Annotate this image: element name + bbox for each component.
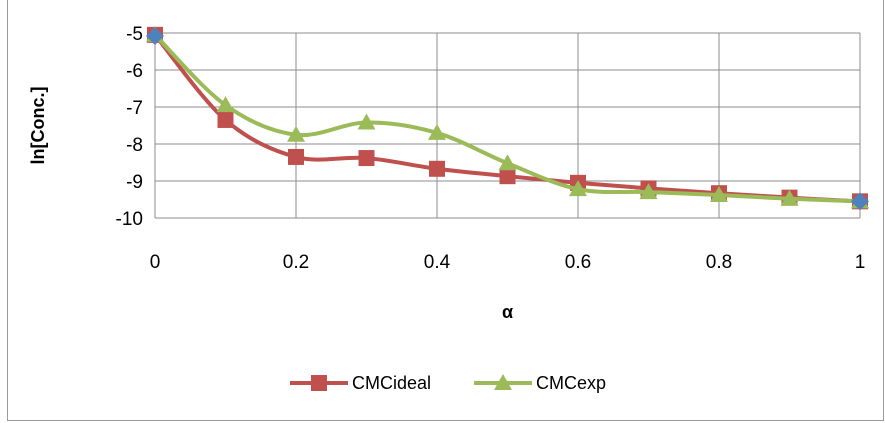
x-tick-label-2: 0.4	[424, 252, 451, 273]
endpoint-marker-1	[851, 192, 869, 211]
grid	[154, 32, 861, 219]
data-point-CMCexp-5	[498, 154, 517, 171]
data-point-CMCideal-1	[217, 111, 234, 128]
x-tick-label-1: 0.2	[283, 252, 309, 273]
legend-marker-CMCideal	[311, 375, 327, 391]
legend-item-CMCexp: CMCexp	[474, 373, 606, 393]
data-point-CMCexp-7	[639, 183, 658, 200]
x-tick-label-5: 1	[855, 252, 866, 273]
data-point-CMCexp-9	[780, 189, 799, 206]
legend: CMCideal CMCexp	[290, 373, 606, 393]
data-point-CMCideal-3	[358, 150, 375, 167]
data-point-CMCideal-2	[288, 148, 304, 165]
data-point-CMCexp-3	[357, 113, 376, 130]
y-tick-label-2: -7	[126, 98, 143, 119]
data-point-CMCexp-2	[287, 125, 305, 142]
y-tick-label-5: -10	[116, 209, 143, 230]
endpoint-markers	[146, 26, 869, 211]
series	[146, 25, 869, 211]
data-point-CMCexp-4	[428, 123, 446, 140]
series-CMCideal	[147, 26, 868, 210]
x-tick-label-0: 0	[150, 252, 161, 273]
y-tick-label-0: -5	[126, 24, 143, 45]
data-point-CMCideal-4	[429, 160, 445, 177]
tick-labels: 0 0.2 0.4 0.6 0.8 1 -5 -6 -7 -8 -9 -10	[116, 24, 866, 273]
endpoint-marker-0	[146, 26, 164, 45]
legend-label-CMCexp: CMCexp	[536, 373, 606, 393]
y-tick-label-1: -6	[126, 61, 143, 82]
legend-marker-CMCexp	[494, 374, 512, 390]
data-point-CMCexp-8	[710, 186, 728, 203]
x-tick-label-3: 0.6	[565, 252, 591, 273]
x-tick-label-4: 0.8	[706, 252, 732, 273]
legend-item-CMCideal: CMCideal	[290, 373, 431, 393]
data-point-CMCideal-5	[499, 168, 516, 185]
legend-label-CMCideal: CMCideal	[352, 373, 431, 393]
y-tick-label-4: -9	[126, 172, 143, 193]
y-tick-label-3: -8	[126, 135, 143, 156]
x-axis-title: α	[502, 302, 513, 322]
data-point-CMCexp-1	[216, 96, 235, 113]
y-axis-title: ln[Conc.]	[28, 87, 48, 165]
data-point-CMCexp-6	[569, 180, 587, 197]
